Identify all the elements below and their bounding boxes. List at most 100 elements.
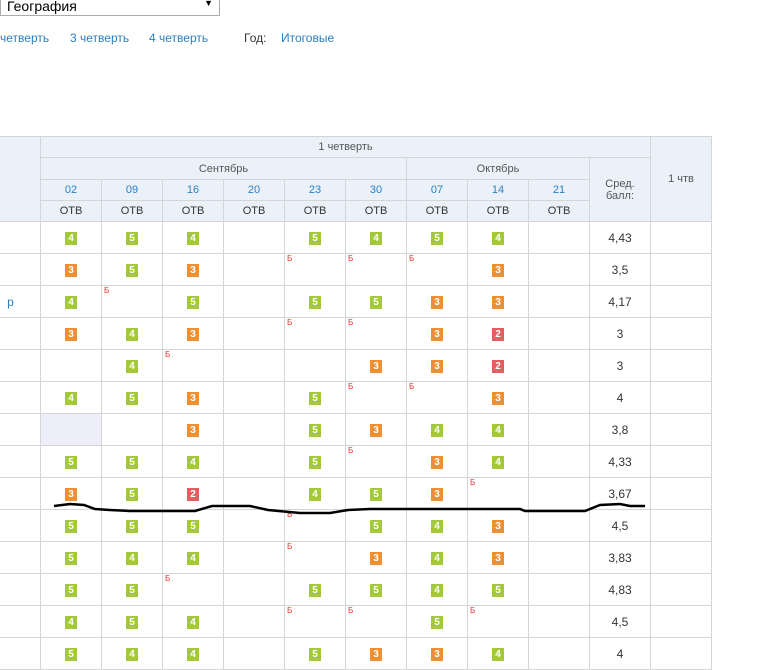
grade-cell[interactable] — [528, 477, 590, 510]
tab-quarter-2[interactable]: четверть — [0, 31, 50, 45]
student-name[interactable] — [0, 541, 41, 574]
grade-cell[interactable]: 5 — [101, 477, 163, 510]
grade-cell[interactable] — [223, 573, 285, 606]
grade-cell[interactable] — [528, 541, 590, 574]
grade-cell[interactable]: 5 — [101, 221, 163, 254]
date-header-14[interactable]: 14 — [467, 179, 529, 201]
grade-cell[interactable]: 5 — [101, 509, 163, 542]
grade-cell[interactable] — [528, 509, 590, 542]
grade-cell[interactable] — [223, 637, 285, 670]
grade-cell[interactable]: 4 — [406, 413, 468, 446]
grade-cell[interactable]: Б — [284, 317, 346, 350]
grade-cell[interactable]: 5 — [40, 445, 102, 478]
grade-cell[interactable]: 5 — [101, 605, 163, 638]
grade-cell[interactable]: 3 — [467, 253, 529, 286]
quarter-grade-cell[interactable] — [650, 637, 712, 670]
grade-cell[interactable] — [223, 349, 285, 382]
grade-cell[interactable]: 3 — [467, 285, 529, 318]
grade-cell[interactable]: 5 — [284, 381, 346, 414]
grade-cell[interactable]: 4 — [406, 573, 468, 606]
grade-cell[interactable]: 4 — [162, 605, 224, 638]
grade-cell[interactable]: 4 — [467, 637, 529, 670]
grade-cell[interactable]: 3 — [162, 317, 224, 350]
quarter-grade-cell[interactable] — [650, 349, 712, 382]
grade-cell[interactable] — [223, 541, 285, 574]
grade-cell[interactable] — [223, 381, 285, 414]
grade-cell[interactable]: 5 — [40, 573, 102, 606]
grade-cell[interactable] — [40, 413, 102, 446]
quarter-grade-cell[interactable] — [650, 253, 712, 286]
grade-cell[interactable] — [528, 253, 590, 286]
grade-cell[interactable]: 2 — [162, 477, 224, 510]
grade-cell[interactable]: 4 — [162, 445, 224, 478]
grade-cell[interactable]: 4 — [101, 637, 163, 670]
quarter-grade-cell[interactable] — [650, 413, 712, 446]
student-name[interactable] — [0, 253, 41, 286]
grade-cell[interactable] — [223, 317, 285, 350]
grade-cell[interactable]: Б — [406, 381, 468, 414]
grade-cell[interactable]: 3 — [406, 637, 468, 670]
grade-cell[interactable] — [528, 605, 590, 638]
grade-cell[interactable]: 5 — [345, 573, 407, 606]
quarter-grade-cell[interactable] — [650, 509, 712, 542]
grade-cell[interactable]: 3 — [345, 637, 407, 670]
grade-cell[interactable] — [40, 349, 102, 382]
grade-cell[interactable]: 3 — [406, 317, 468, 350]
student-name[interactable] — [0, 317, 41, 350]
date-header-07[interactable]: 07 — [406, 179, 468, 201]
grade-cell[interactable]: Б — [284, 509, 346, 542]
grade-cell[interactable]: 2 — [467, 349, 529, 382]
grade-cell[interactable] — [223, 413, 285, 446]
grade-cell[interactable]: 5 — [284, 285, 346, 318]
grade-cell[interactable] — [528, 637, 590, 670]
grade-cell[interactable]: 3 — [162, 413, 224, 446]
grade-cell[interactable]: 3 — [406, 349, 468, 382]
quarter-grade-cell[interactable] — [650, 285, 712, 318]
grade-cell[interactable]: 4 — [40, 381, 102, 414]
grade-cell[interactable]: 5 — [40, 541, 102, 574]
quarter-grade-cell[interactable] — [650, 445, 712, 478]
grade-cell[interactable]: Б — [406, 253, 468, 286]
grade-cell[interactable]: 5 — [284, 221, 346, 254]
grade-cell[interactable]: 5 — [467, 573, 529, 606]
grade-cell[interactable]: 5 — [284, 637, 346, 670]
grade-cell[interactable]: 3 — [406, 445, 468, 478]
grade-cell[interactable]: 5 — [162, 285, 224, 318]
grade-cell[interactable]: 5 — [40, 637, 102, 670]
date-header-30[interactable]: 30 — [345, 179, 407, 201]
grade-cell[interactable]: 4 — [467, 413, 529, 446]
grade-cell[interactable]: 3 — [345, 541, 407, 574]
student-name[interactable] — [0, 381, 41, 414]
grade-cell[interactable]: Б — [284, 605, 346, 638]
grade-cell[interactable] — [528, 413, 590, 446]
grade-cell[interactable]: 3 — [162, 381, 224, 414]
date-header-02[interactable]: 02 — [40, 179, 102, 201]
grade-cell[interactable]: 5 — [284, 413, 346, 446]
grade-cell[interactable]: Б — [162, 349, 224, 382]
grade-cell[interactable] — [223, 477, 285, 510]
grade-cell[interactable]: Б — [345, 605, 407, 638]
grade-cell[interactable]: 4 — [406, 541, 468, 574]
tab-quarter-4[interactable]: 4 четверть — [149, 31, 209, 45]
grade-cell[interactable]: 4 — [284, 477, 346, 510]
grade-cell[interactable]: 3 — [40, 253, 102, 286]
student-name[interactable] — [0, 605, 41, 638]
grade-cell[interactable]: 5 — [284, 573, 346, 606]
student-name[interactable] — [0, 509, 41, 542]
quarter-grade-cell[interactable] — [650, 573, 712, 606]
student-name[interactable] — [0, 221, 41, 254]
tab-quarter-3[interactable]: 3 четверть — [70, 31, 130, 45]
date-header-21[interactable]: 21 — [528, 179, 590, 201]
grade-cell[interactable] — [223, 605, 285, 638]
grade-cell[interactable]: 4 — [467, 445, 529, 478]
student-name[interactable] — [0, 637, 41, 670]
grade-cell[interactable]: 5 — [101, 253, 163, 286]
grade-cell[interactable] — [223, 285, 285, 318]
grade-cell[interactable]: 5 — [284, 445, 346, 478]
date-header-16[interactable]: 16 — [162, 179, 224, 201]
quarter-grade-cell[interactable] — [650, 605, 712, 638]
student-name[interactable]: р — [0, 285, 41, 318]
grade-cell[interactable]: 5 — [101, 381, 163, 414]
grade-cell[interactable]: 5 — [345, 477, 407, 510]
grade-cell[interactable]: 2 — [467, 317, 529, 350]
